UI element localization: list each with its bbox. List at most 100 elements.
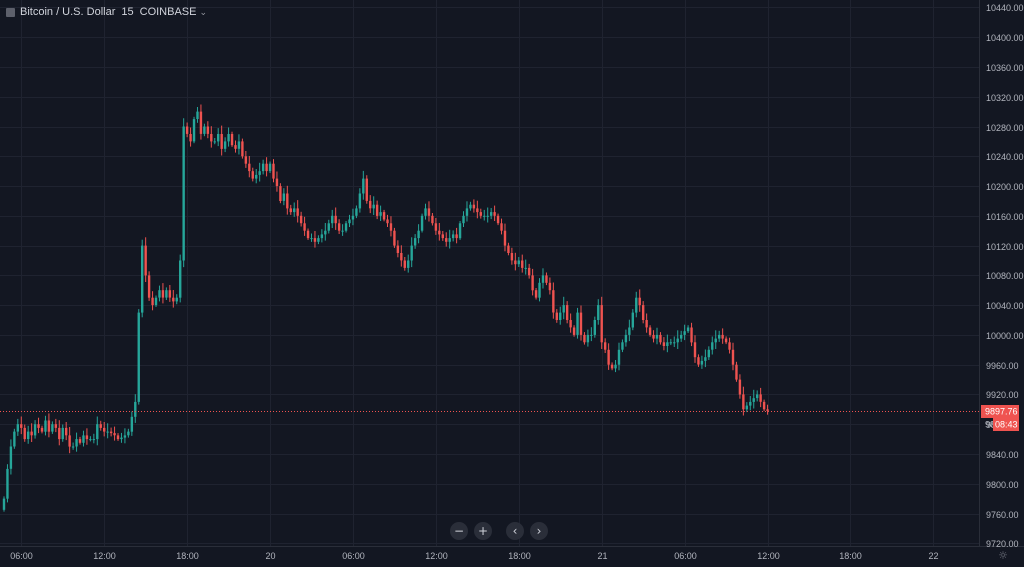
candle-body[interactable] [676, 338, 679, 343]
candle-body[interactable] [189, 134, 192, 142]
candle-body[interactable] [593, 320, 597, 335]
candle-body[interactable] [396, 245, 400, 253]
candle-body[interactable] [521, 260, 524, 268]
candle-body[interactable] [614, 364, 617, 369]
candle-body[interactable] [40, 427, 44, 432]
candle-body[interactable] [610, 364, 614, 369]
candle-body[interactable] [130, 416, 134, 432]
candle-body[interactable] [279, 186, 282, 201]
candle-body[interactable] [151, 297, 154, 306]
candle-body[interactable] [123, 435, 127, 438]
candle-body[interactable] [223, 141, 227, 149]
candle-body[interactable] [628, 327, 631, 335]
candle-body[interactable] [472, 204, 476, 209]
candle-body[interactable] [220, 134, 223, 149]
candle-body[interactable] [638, 297, 641, 306]
candle-body[interactable] [382, 212, 386, 220]
candle-body[interactable] [16, 424, 20, 432]
candle-body[interactable] [75, 439, 78, 447]
candle-body[interactable] [358, 193, 362, 209]
candle-body[interactable] [344, 223, 348, 231]
candle-body[interactable] [206, 126, 210, 134]
candle-body[interactable] [645, 320, 648, 328]
candle-body[interactable] [85, 435, 89, 440]
candle-body[interactable] [555, 312, 558, 320]
candle-body[interactable] [351, 215, 355, 220]
candle-body[interactable] [496, 215, 500, 224]
candle-body[interactable] [293, 208, 296, 213]
candle-body[interactable] [407, 260, 410, 268]
candle-body[interactable] [451, 234, 455, 239]
candle-body[interactable] [583, 334, 586, 343]
candle-body[interactable] [531, 275, 534, 291]
candle-body[interactable] [641, 305, 645, 320]
candle-body[interactable] [652, 334, 655, 339]
candle-body[interactable] [669, 342, 673, 344]
candle-body[interactable] [306, 230, 310, 239]
candle-body[interactable] [597, 305, 600, 320]
candle-body[interactable] [348, 219, 351, 224]
candle-body[interactable] [185, 126, 189, 134]
candle-body[interactable] [624, 334, 628, 343]
candle-body[interactable] [234, 145, 237, 149]
candle-body[interactable] [393, 230, 396, 246]
candle-body[interactable] [586, 334, 590, 343]
candle-body[interactable] [403, 260, 406, 268]
candle-body[interactable] [400, 253, 403, 261]
zoom-out-button[interactable]: − [450, 522, 468, 540]
candle-body[interactable] [13, 431, 16, 447]
candle-body[interactable] [590, 334, 593, 336]
candle-body[interactable] [286, 193, 289, 209]
candle-body[interactable] [272, 163, 275, 179]
candle-body[interactable] [289, 208, 292, 213]
candle-body[interactable] [61, 427, 64, 440]
candle-body[interactable] [648, 327, 652, 335]
candle-body[interactable] [37, 424, 40, 428]
candle-body[interactable] [199, 111, 203, 134]
candle-body[interactable] [192, 119, 196, 142]
candle-body[interactable] [241, 141, 244, 157]
candle-body[interactable] [282, 193, 286, 201]
candle-body[interactable] [579, 312, 583, 335]
candle-body[interactable] [154, 297, 158, 306]
candle-body[interactable] [26, 431, 30, 439]
candle-body[interactable] [679, 334, 683, 339]
zoom-in-button[interactable]: + [474, 522, 492, 540]
candle-body[interactable] [337, 223, 341, 231]
candle-body[interactable] [762, 401, 766, 410]
candle-body[interactable] [109, 431, 113, 434]
candle-body[interactable] [507, 245, 510, 253]
candle-body[interactable] [493, 212, 496, 216]
candle-body[interactable] [248, 163, 251, 172]
candle-body[interactable] [255, 174, 258, 179]
candle-body[interactable] [265, 163, 268, 172]
candle-body[interactable] [64, 427, 68, 436]
candle-body[interactable] [30, 431, 33, 436]
candle-body[interactable] [158, 290, 161, 298]
candle-body[interactable] [514, 260, 517, 265]
candle-body[interactable] [766, 409, 769, 411]
candle-body[interactable] [489, 212, 493, 216]
candles[interactable] [2, 104, 769, 512]
candle-body[interactable] [23, 427, 26, 440]
candle-body[interactable] [721, 334, 724, 339]
candle-body[interactable] [759, 394, 762, 402]
candle-body[interactable] [20, 424, 23, 428]
candle-body[interactable] [441, 234, 444, 239]
candle-body[interactable] [172, 297, 175, 302]
candle-body[interactable] [71, 446, 75, 448]
candle-body[interactable] [724, 338, 728, 343]
candle-body[interactable] [106, 431, 109, 433]
candle-body[interactable] [673, 342, 676, 344]
time-axis[interactable]: 06:00 12:00 18:00 20 06:00 12:00 18:00 21 06:00 1… [10, 551, 938, 561]
candle-body[interactable] [386, 219, 389, 224]
candle-body[interactable] [365, 178, 368, 201]
candle-body[interactable] [92, 439, 96, 441]
candle-body[interactable] [476, 208, 479, 213]
candle-body[interactable] [369, 200, 372, 209]
candle-body[interactable] [735, 364, 738, 380]
scroll-left-button[interactable]: ‹ [506, 522, 524, 540]
candle-body[interactable] [697, 357, 700, 365]
candle-body[interactable] [745, 405, 749, 410]
candle-body[interactable] [78, 439, 82, 443]
